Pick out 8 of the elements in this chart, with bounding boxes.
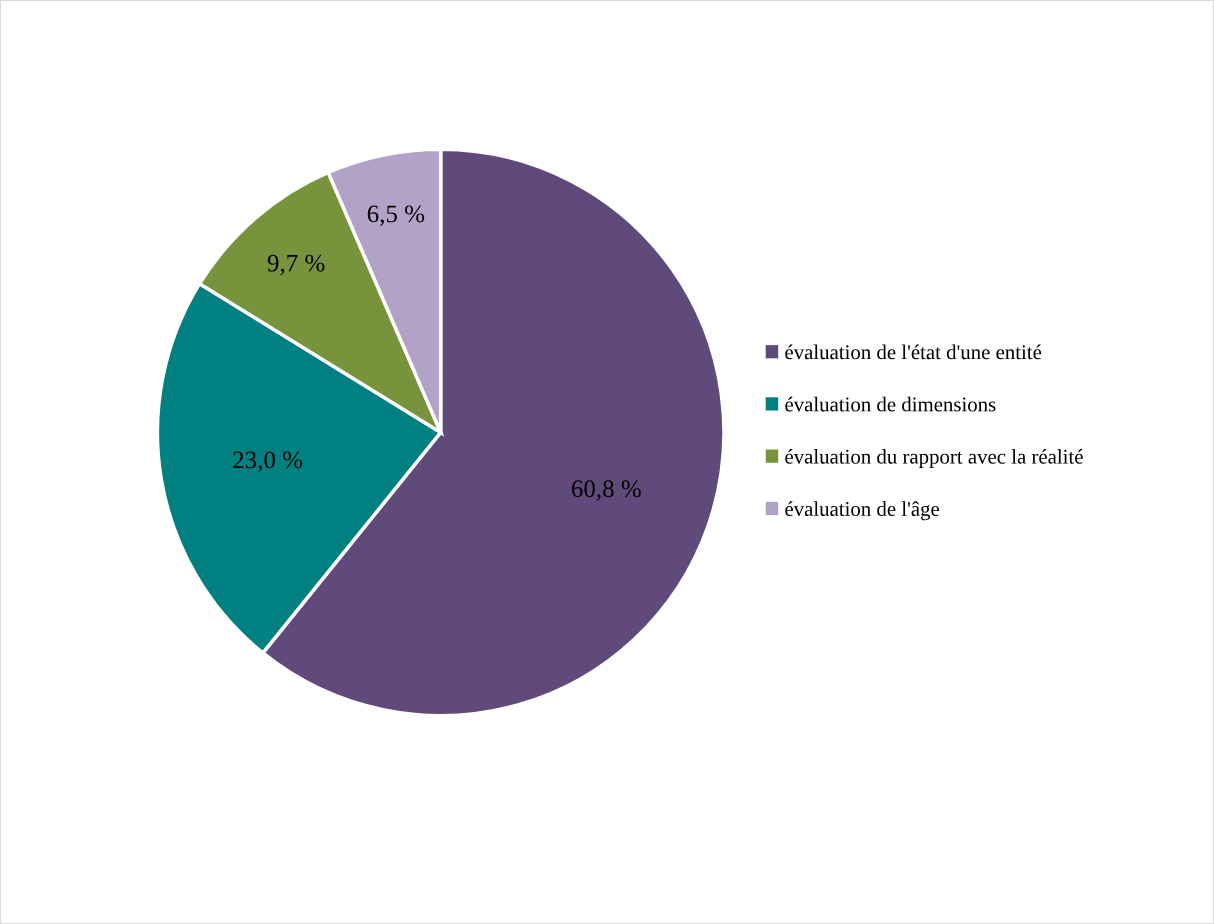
data-label: 9,7 % [267,254,325,276]
data-label: 6,5 % [367,205,425,226]
data-label: 60,8 % [571,480,641,501]
legend-label: évaluation de l'état d'une entité [785,344,1042,360]
legend-label: évaluation de dimensions [785,396,996,412]
legend-label: évaluation du rapport avec la réalité [785,449,1083,468]
legend-label: évaluation de l'âge [785,501,940,521]
data-label: 23,0 % [233,451,303,472]
